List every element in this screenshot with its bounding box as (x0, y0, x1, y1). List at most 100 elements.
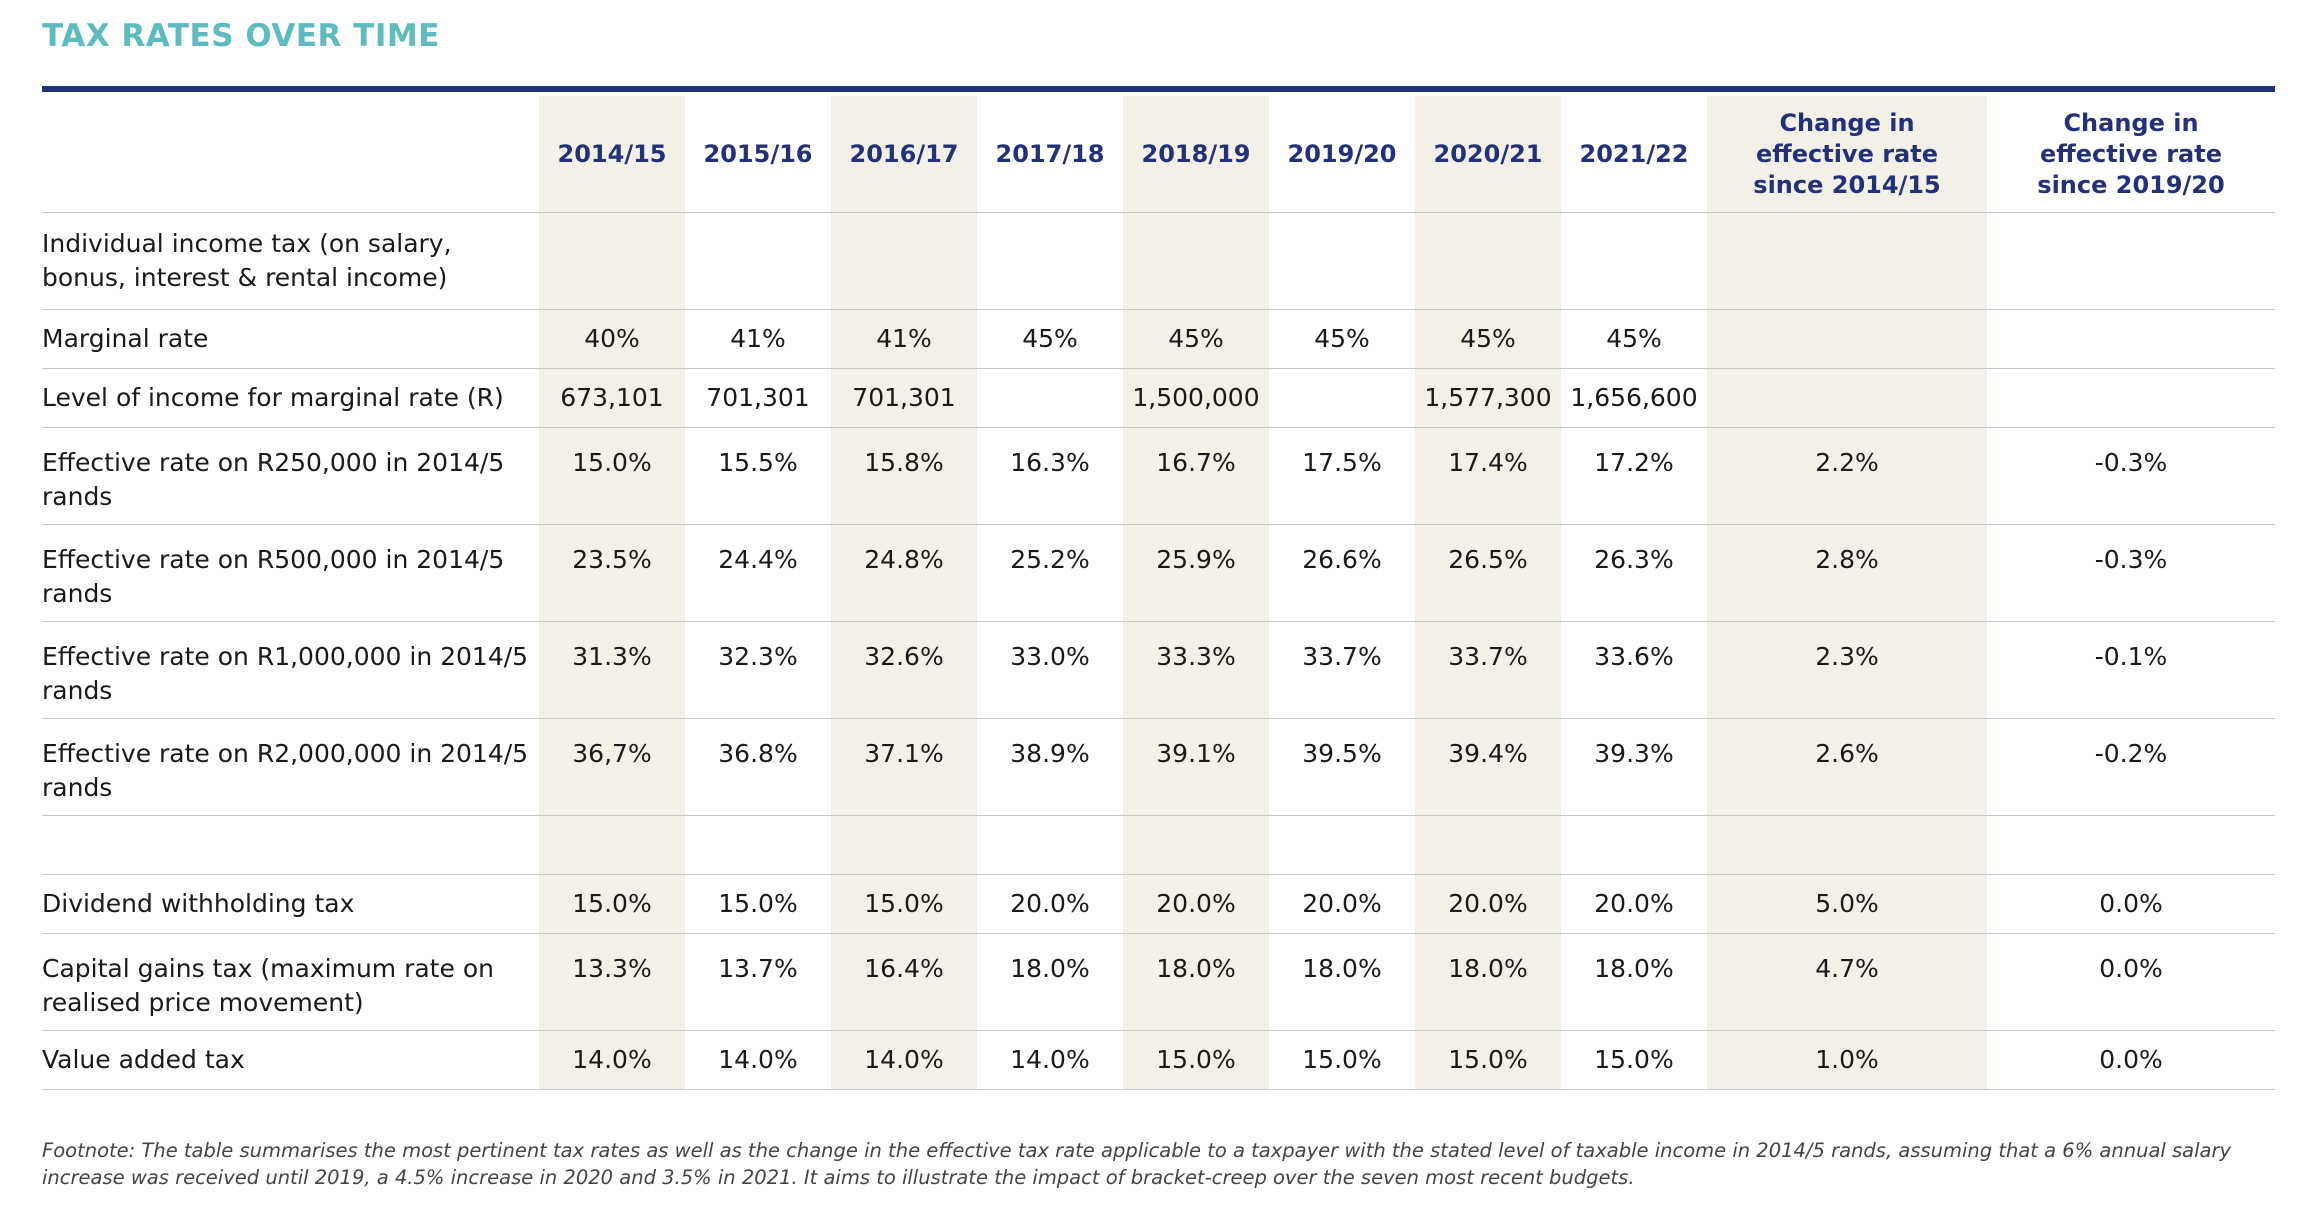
table-cell (1707, 212, 1987, 310)
table-cell: 0.0% (1987, 1030, 2275, 1090)
table-row: Capital gains tax (maximum rate on reali… (42, 933, 2275, 1031)
table-row: Dividend withholding tax 15.0% 15.0% 15.0% 2… (42, 874, 2275, 934)
table-cell: 18.0% (1269, 933, 1415, 1031)
table-cell: 32.3% (685, 621, 831, 719)
table-cell: 2.2% (1707, 427, 1987, 525)
table-cell: 17.2% (1561, 427, 1707, 525)
row-label (42, 815, 539, 875)
header-row: 2014/15 2015/16 2016/17 2017/18 2018/19 2019/… (42, 96, 2275, 213)
table-cell: 18.0% (1415, 933, 1561, 1031)
table-cell: 15.0% (539, 427, 685, 525)
table-cell: 33.7% (1269, 621, 1415, 719)
table-cell (1987, 815, 2275, 875)
table-row: Marginal rate 40% 41% 41% 45% 45% 45% 45% 45% (42, 309, 2275, 369)
table-cell (1707, 368, 1987, 428)
table-row: Value added tax 14.0% 14.0% 14.0% 14.0% 15.0%… (42, 1030, 2275, 1090)
table-cell: 18.0% (977, 933, 1123, 1031)
table-cell: 20.0% (1561, 874, 1707, 934)
table-cell: 39.4% (1415, 718, 1561, 816)
row-label: Level of income for marginal rate (R) (42, 368, 539, 428)
table-cell (831, 212, 977, 310)
column-header: Change in effective rate since 2014/15 (1707, 96, 1987, 213)
table-cell (685, 212, 831, 310)
table-cell: 45% (1415, 309, 1561, 369)
table-row: Effective rate on R2,000,000 in 2014/5 r… (42, 718, 2275, 816)
table-cell: 20.0% (1415, 874, 1561, 934)
table-cell: 45% (1561, 309, 1707, 369)
table-cell (1707, 815, 1987, 875)
table-cell (977, 212, 1123, 310)
table-cell: 15.0% (1269, 1030, 1415, 1090)
table-cell: 2.6% (1707, 718, 1987, 816)
table-cell (1415, 815, 1561, 875)
column-header: 2017/18 (977, 96, 1123, 213)
table-cell: 24.8% (831, 524, 977, 622)
table-cell: 25.9% (1123, 524, 1269, 622)
table-cell: 14.0% (539, 1030, 685, 1090)
table-cell (1269, 212, 1415, 310)
table-cell (1269, 815, 1415, 875)
table-cell: 15.0% (1561, 1030, 1707, 1090)
table-cell (1707, 309, 1987, 369)
table-cell: 4.7% (1707, 933, 1987, 1031)
table-cell (1561, 815, 1707, 875)
table-cell (539, 212, 685, 310)
table-cell: 38.9% (977, 718, 1123, 816)
table-cell: -0.1% (1987, 621, 2275, 719)
table-cell: 15.0% (1415, 1030, 1561, 1090)
table-cell: 15.5% (685, 427, 831, 525)
row-label: Value added tax (42, 1030, 539, 1090)
table-cell (539, 815, 685, 875)
row-label: Capital gains tax (maximum rate on reali… (42, 933, 539, 1031)
section-header-row: Individual income tax (on salary, bonus,… (42, 212, 2275, 310)
table-cell: 2.8% (1707, 524, 1987, 622)
table-cell: 15.0% (831, 874, 977, 934)
table-cell: 26.6% (1269, 524, 1415, 622)
table-cell: 24.4% (685, 524, 831, 622)
table-cell: 1,577,300 (1415, 368, 1561, 428)
table-cell: 18.0% (1123, 933, 1269, 1031)
table-cell: 16.7% (1123, 427, 1269, 525)
tax-rates-table: 2014/15 2015/16 2016/17 2017/18 2018/19 2019/… (42, 96, 2275, 1090)
table-cell (1987, 309, 2275, 369)
table-cell: 33.0% (977, 621, 1123, 719)
column-header: 2014/15 (539, 96, 685, 213)
table-row: Level of income for marginal rate (R) 673… (42, 368, 2275, 428)
page-title: TAX RATES OVER TIME (42, 18, 440, 54)
table-cell: 41% (831, 309, 977, 369)
table-cell: 39.3% (1561, 718, 1707, 816)
table-cell: 2.3% (1707, 621, 1987, 719)
table-cell: 13.3% (539, 933, 685, 1031)
table-cell: 31.3% (539, 621, 685, 719)
table-cell: 673,101 (539, 368, 685, 428)
table-cell: 15.0% (685, 874, 831, 934)
table-cell (977, 368, 1123, 428)
table-cell (831, 815, 977, 875)
table-cell: 32.6% (831, 621, 977, 719)
footnote: Footnote: The table summarises the most … (42, 1139, 2232, 1189)
row-label: Effective rate on R2,000,000 in 2014/5 r… (42, 718, 539, 816)
table-cell: -0.2% (1987, 718, 2275, 816)
column-header: 2021/22 (1561, 96, 1707, 213)
spacer-row (42, 815, 2275, 875)
row-label: Effective rate on R250,000 in 2014/5 ran… (42, 427, 539, 525)
table-cell: 40% (539, 309, 685, 369)
table-cell: 33.7% (1415, 621, 1561, 719)
table-cell: 20.0% (977, 874, 1123, 934)
table-cell: 18.0% (1561, 933, 1707, 1031)
table-cell (1415, 212, 1561, 310)
table-cell: 14.0% (977, 1030, 1123, 1090)
table-cell: 14.0% (685, 1030, 831, 1090)
table-cell (685, 815, 831, 875)
table-cell (1987, 368, 2275, 428)
table-cell: 20.0% (1123, 874, 1269, 934)
top-rule (42, 86, 2275, 92)
header-cell-label (42, 96, 539, 213)
table-cell: 36,7% (539, 718, 685, 816)
column-header: 2019/20 (1269, 96, 1415, 213)
table-cell: 45% (1123, 309, 1269, 369)
table-cell: 14.0% (831, 1030, 977, 1090)
table-row: Effective rate on R1,000,000 in 2014/5 r… (42, 621, 2275, 719)
table-row: Effective rate on R250,000 in 2014/5 ran… (42, 427, 2275, 525)
table-cell: 33.6% (1561, 621, 1707, 719)
